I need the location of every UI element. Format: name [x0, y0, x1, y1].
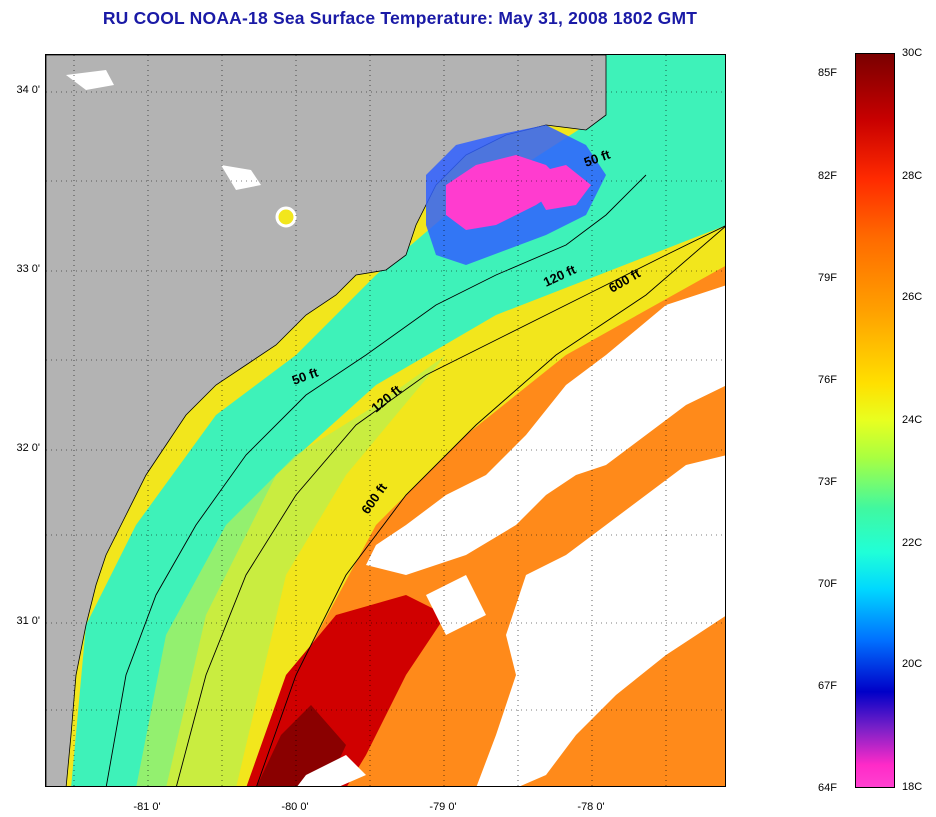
colorbar-fahrenheit-label: 76F [818, 374, 837, 386]
colorbar-celsius-label: 28C [902, 170, 923, 182]
latitude-label: 33 0' [16, 263, 40, 275]
contour-600ft [256, 226, 725, 786]
shelf-water [71, 55, 725, 786]
sst-map: 50 ft 120 ft 600 ft 50 ft 120 ft 600 ft [45, 54, 726, 787]
colorbar-celsius-label: 22C [902, 537, 923, 549]
longitude-label: -79 0' [429, 801, 457, 813]
sst-map-canvas: 50 ft 120 ft 600 ft 50 ft 120 ft 600 ft [46, 55, 725, 786]
longitude-label: -80 0' [281, 801, 309, 813]
graticule [46, 55, 725, 786]
colorbar-fahrenheit-label: 82F [818, 170, 837, 182]
temperature-colorbar [855, 53, 895, 788]
hottest-core-water [256, 705, 346, 786]
cloud-patch-south [297, 755, 366, 786]
contour-50ft [105, 174, 647, 786]
contour-120ft [176, 225, 725, 786]
inland-lake [275, 206, 297, 228]
colorbar-fahrenheit-label: 67F [818, 680, 837, 692]
colorbar-fahrenheit-label: 79F [818, 272, 837, 284]
cloud-cover-south [476, 455, 725, 786]
colorbar-fahrenheit-label: 85F [818, 67, 837, 79]
colorbar-celsius-label: 18C [902, 781, 923, 793]
cloud-cover-north [366, 285, 725, 575]
colorbar-celsius-label: 20C [902, 658, 923, 670]
coldest-water-patch [526, 165, 591, 210]
cloud-over-land [221, 165, 261, 190]
colorbar-fahrenheit-label: 64F [818, 782, 837, 794]
latitude-label: 31 0' [16, 615, 40, 627]
mid-shelf-water [136, 355, 446, 786]
longitude-label: -78 0' [577, 801, 605, 813]
cloud-over-land [66, 70, 114, 90]
colorbar-celsius-label: 30C [902, 47, 923, 59]
longitude-label: -81 0' [133, 801, 161, 813]
cloud-patch [426, 575, 486, 635]
colorbar-fahrenheit-label: 73F [818, 476, 837, 488]
colorbar-celsius-label: 24C [902, 414, 923, 426]
colorbar-celsius-label: 26C [902, 291, 923, 303]
latitude-label: 34 0' [16, 84, 40, 96]
colorbar-fahrenheit-label: 70F [818, 578, 837, 590]
map-title: RU COOL NOAA-18 Sea Surface Temperature:… [102, 8, 698, 28]
latitude-label: 32 0' [16, 442, 40, 454]
